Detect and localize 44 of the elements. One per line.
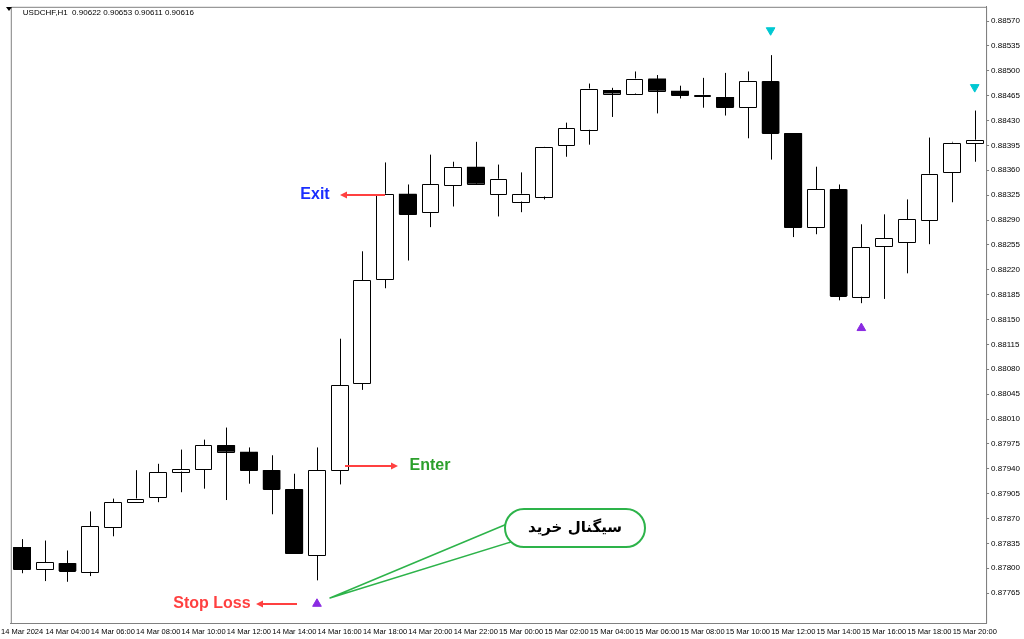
y-tick-label: 0.87765 — [991, 588, 1021, 598]
candlestick — [58, 550, 77, 583]
candlestick — [126, 469, 145, 503]
y-tick-label: 0.88325 — [991, 190, 1021, 200]
y-tick-label: 0.88290 — [991, 215, 1021, 225]
y-tick-label: 0.88080 — [991, 364, 1021, 374]
y-tick-label: 0.88570 — [991, 16, 1021, 26]
y-tick-label: 0.88430 — [991, 115, 1021, 125]
y-tick-label: 0.87835 — [991, 538, 1021, 548]
y-tick-label: 0.87975 — [991, 439, 1021, 449]
y-tick-label: 0.88465 — [991, 90, 1021, 100]
candlestick — [557, 122, 576, 158]
y-tick-label: 0.88185 — [991, 289, 1021, 299]
y-tick-label: 0.87870 — [991, 513, 1021, 523]
annotation: Stop Loss — [173, 594, 251, 612]
candlestick — [965, 110, 984, 163]
y-tick-label: 0.88115 — [991, 339, 1020, 349]
y-tick-label: 0.87905 — [991, 488, 1021, 498]
annotation: Exit — [300, 185, 331, 203]
candlestick — [489, 164, 508, 217]
y-tick-label: 0.88500 — [991, 65, 1021, 75]
annotation: Enter — [409, 456, 451, 474]
candlestick — [897, 198, 916, 274]
point — [312, 598, 322, 607]
y-tick-label: 0.88045 — [991, 389, 1021, 399]
y-tick-label: 0.88010 — [991, 414, 1021, 424]
candlestick — [444, 161, 462, 208]
candlestick — [262, 454, 281, 515]
candlestick — [875, 213, 893, 300]
y-tick-label: 0.88535 — [991, 41, 1021, 51]
chart-title: USDCHF,H1 0.90622 0.90653 0.90611 0.90616 — [22, 8, 195, 17]
y-tick-label: 0.88150 — [991, 314, 1021, 324]
y-tick-label: 0.87940 — [991, 463, 1021, 473]
annotation: سیگنال خرید — [527, 517, 623, 536]
candlestick — [398, 183, 417, 262]
y-tick-label: 0.88360 — [991, 165, 1021, 175]
point — [856, 322, 867, 332]
y-tick-label: 0.88395 — [991, 140, 1021, 150]
point — [765, 27, 776, 36]
point — [969, 84, 980, 93]
y-tick-label: 0.87800 — [991, 563, 1021, 573]
candlestick — [240, 446, 258, 485]
y-tick-label: 0.88255 — [991, 240, 1021, 250]
y-tick-label: 0.88220 — [991, 264, 1021, 274]
